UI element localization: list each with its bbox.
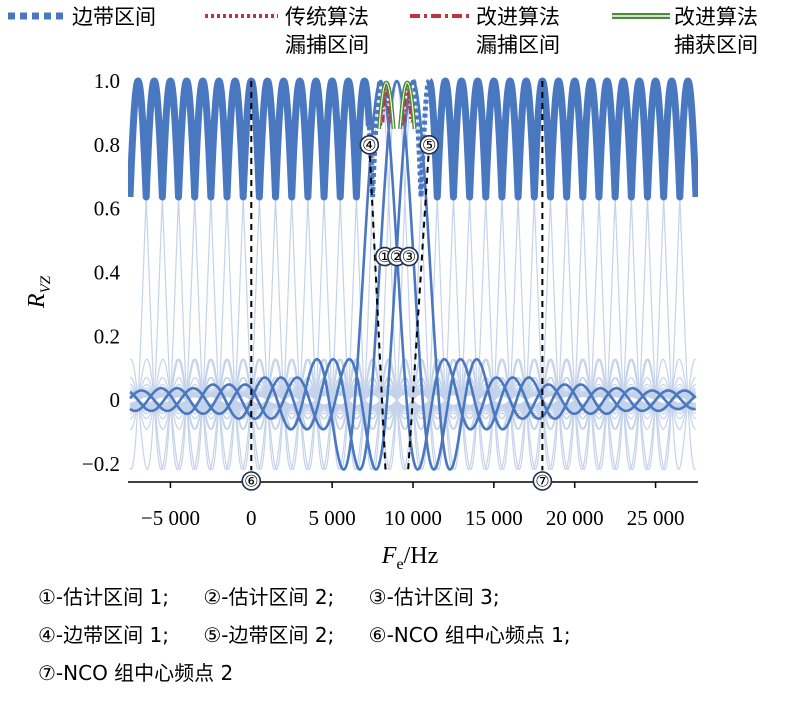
marker-label-5: ⑤: [422, 135, 436, 154]
legend-label-line1-4: 改进算法: [674, 5, 758, 29]
marker-label-7: ⑦: [535, 472, 549, 491]
legend-label-line2-3: 漏捕区间: [476, 33, 560, 57]
improved-capture-inner-1: [378, 81, 395, 129]
marker-circle-7: [532, 471, 553, 491]
marker-label-6: ⑥: [244, 472, 258, 491]
improved-miss-1: [381, 89, 391, 123]
note-sideband-2: ⑤-边带区间 2;: [203, 623, 335, 647]
axes: −5 000 0 5 000 10 000 15 000 20 000 25 000 1.0 0…: [24, 69, 698, 573]
dashed-guide-lines: [250, 81, 544, 471]
legend-label-line1-3: 改进算法: [476, 5, 560, 29]
note-sideband-1: ④-边带区间 1;: [38, 623, 169, 647]
note-estimate-1: ①-估计区间 1;: [38, 585, 169, 609]
estimate-curve-2: [129, 79, 696, 471]
marker-circle-6: [241, 471, 262, 491]
y-tick-label: 0: [110, 388, 121, 412]
note-nco-2: ⑦-NCO 组中心频点 2: [38, 661, 234, 685]
note-nco-1: ⑥-NCO 组中心频点 1;: [368, 623, 571, 647]
x-tick-label: −5 000: [141, 506, 200, 530]
main-curves: [128, 77, 698, 471]
footnote-line-2: ④-边带区间 1; ⑤-边带区间 2; ⑥-NCO 组中心频点 1;: [38, 616, 798, 654]
footnote-line-1: ①-估计区间 1; ②-估计区间 2; ③-估计区间 3;: [38, 578, 798, 616]
marker-circle-3: [399, 246, 419, 267]
x-tick-label: 20 000: [546, 506, 604, 530]
note-estimate-2: ②-估计区间 2;: [203, 585, 335, 609]
y-tick-label: 1.0: [94, 69, 120, 93]
x-tick-label: 5 000: [309, 506, 356, 530]
marker-label-3: ③: [402, 247, 416, 266]
estimate-curve-3: [129, 79, 697, 471]
legend-label-line1-2: 传统算法: [285, 5, 369, 29]
y-tick-label: 0.8: [94, 133, 120, 157]
marker-label-4: ④: [362, 135, 376, 154]
footnote-line-3: ⑦-NCO 组中心频点 2: [38, 654, 798, 692]
x-axis-title: Fe/Hz: [381, 543, 438, 573]
y-tick-label: 0.4: [94, 261, 121, 285]
marker-circle-4: [359, 135, 380, 155]
marker-circle-5: [419, 135, 439, 155]
legend-label-line2-2: 漏捕区间: [285, 33, 369, 57]
x-tick-label: 15 000: [465, 506, 523, 530]
sideband-envelope-1: [128, 77, 373, 201]
legend-item-1: 边带区间: [8, 5, 156, 29]
improved-capture-inner-2: [399, 81, 416, 129]
x-tick-label: 0: [246, 506, 257, 530]
estimate-curve-1: [129, 79, 697, 471]
y-tick-label: −0.2: [82, 452, 120, 476]
y-axis-title: RVZ: [24, 275, 54, 309]
legend-label-line1-1: 边带区间: [72, 5, 156, 29]
x-tick-label: 10 000: [384, 506, 442, 530]
sideband-envelope-2: [425, 77, 698, 201]
y-tick-label: 0.2: [94, 324, 120, 348]
y-tick-label: 0.6: [94, 197, 120, 221]
improved-miss-2: [402, 89, 412, 123]
note-estimate-3: ③-估计区间 3;: [368, 585, 500, 609]
legend-label-line2-4: 捕获区间: [674, 33, 758, 57]
x-tick-label: 25 000: [627, 506, 685, 530]
footnotes: ①-估计区间 1; ②-估计区间 2; ③-估计区间 3; ④-边带区间 1; …: [38, 578, 798, 692]
sideband-dotted-right: [411, 78, 432, 198]
